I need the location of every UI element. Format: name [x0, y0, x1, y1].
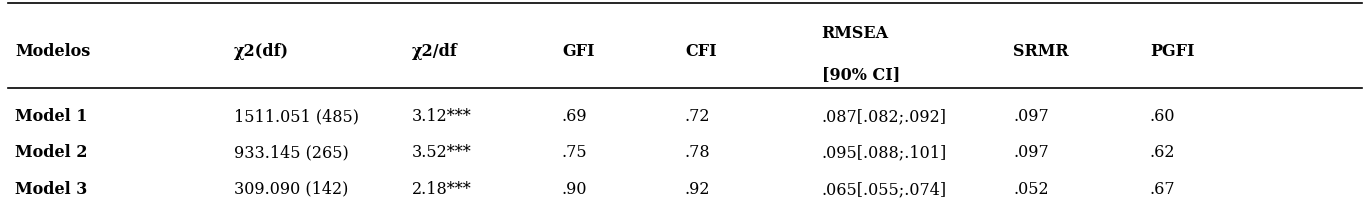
Text: .097: .097 — [1014, 144, 1049, 161]
Text: 3.12***: 3.12*** — [411, 108, 471, 125]
Text: .67: .67 — [1149, 181, 1175, 198]
Text: .095[.088;.101]: .095[.088;.101] — [822, 144, 947, 161]
Text: .78: .78 — [685, 144, 711, 161]
Text: SRMR: SRMR — [1014, 43, 1069, 60]
Text: χ2/df: χ2/df — [411, 43, 458, 60]
Text: .065[.055;.074]: .065[.055;.074] — [822, 181, 947, 198]
Text: .69: .69 — [562, 108, 588, 125]
Text: .087[.082;.092]: .087[.082;.092] — [822, 108, 947, 125]
Text: CFI: CFI — [685, 43, 717, 60]
Text: .052: .052 — [1014, 181, 1049, 198]
Text: .097: .097 — [1014, 108, 1049, 125]
Text: .92: .92 — [685, 181, 711, 198]
Text: Modelos: Modelos — [15, 43, 90, 60]
Text: GFI: GFI — [562, 43, 595, 60]
Text: RMSEA: RMSEA — [822, 25, 889, 42]
Text: 2.18***: 2.18*** — [411, 181, 471, 198]
Text: .75: .75 — [562, 144, 588, 161]
Text: .62: .62 — [1149, 144, 1175, 161]
Text: 3.52***: 3.52*** — [411, 144, 471, 161]
Text: Model 3: Model 3 — [15, 181, 88, 198]
Text: .90: .90 — [562, 181, 588, 198]
Text: [90% CI]: [90% CI] — [822, 66, 900, 83]
Text: .72: .72 — [685, 108, 711, 125]
Text: 309.090 (142): 309.090 (142) — [234, 181, 348, 198]
Text: Model 2: Model 2 — [15, 144, 88, 161]
Text: PGFI: PGFI — [1149, 43, 1195, 60]
Text: Model 1: Model 1 — [15, 108, 88, 125]
Text: 1511.051 (485): 1511.051 (485) — [234, 108, 359, 125]
Text: 933.145 (265): 933.145 (265) — [234, 144, 348, 161]
Text: .60: .60 — [1149, 108, 1175, 125]
Text: χ2(df): χ2(df) — [234, 43, 289, 60]
